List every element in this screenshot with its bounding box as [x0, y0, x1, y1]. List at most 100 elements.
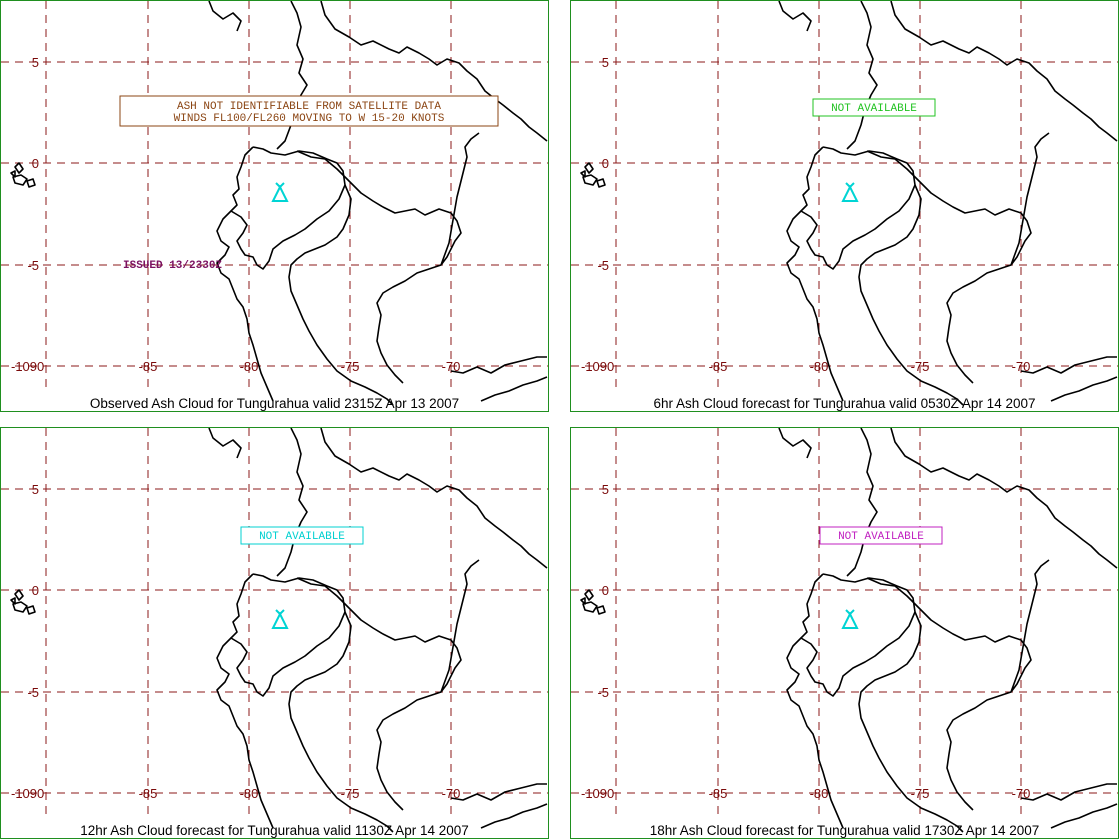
coastline-segment-8: [450, 783, 547, 801]
volcano-plume: [845, 182, 855, 189]
lat-tick-label: -5: [27, 258, 39, 273]
coastline-segment-5: [786, 637, 844, 829]
coastline-segment-11: [12, 601, 28, 613]
tick-labels: 5 0 -5 -1090 -85 -80 -75 -70: [581, 55, 1030, 374]
lon-tick-label: -75: [341, 359, 360, 374]
not-available-box: NOT AVAILABLE: [812, 98, 936, 117]
lat-tick-label: 0: [602, 156, 609, 171]
ash-note-line: WINDS FL100/FL260 MOVING TO W 15-20 KNOT…: [174, 113, 445, 125]
volcano-triangle: [841, 184, 859, 202]
coastline-segment-5: [216, 210, 274, 402]
volcano-triangle-icon: [841, 182, 859, 202]
coastline-segment-7: [946, 264, 1012, 384]
coastline-segment-7: [376, 691, 442, 811]
coastline-segment-12: [596, 178, 606, 188]
lat-tick-label: 5: [32, 482, 39, 497]
coastline-segment-10: [584, 162, 594, 174]
lat-tick-label: 5: [602, 482, 609, 497]
coastline-segment-6: [288, 184, 394, 406]
coastline-segment-9: [480, 803, 548, 829]
tick-labels: 5 0 -5 -1090 -85 -80 -75 -70: [581, 482, 1030, 801]
caption-observed: Observed Ash Cloud for Tungurahua valid …: [89, 396, 460, 411]
corner-tick-label: -1090: [11, 359, 44, 374]
coastline-segment-2: [320, 1, 548, 142]
coastline-segment-8: [1020, 783, 1117, 801]
map-6hr: 5 0 -5 -1090 -85 -80 -75 -70 NOT AVAILABLE: [571, 1, 1118, 406]
map-12hr: 5 0 -5 -1090 -85 -80 -75 -70 NOT AVAILABLE: [1, 428, 548, 833]
caption-12hr: 12hr Ash Cloud forecast for Tungurahua v…: [80, 823, 469, 838]
coastline-segment-12: [596, 605, 606, 615]
lon-tick-label: -70: [442, 786, 461, 801]
lon-tick-label: -85: [709, 786, 728, 801]
ash-note-frame: [119, 95, 499, 127]
coastline-segment-9: [1050, 376, 1118, 402]
caption-18hr: 18hr Ash Cloud forecast for Tungurahua v…: [649, 823, 1040, 838]
lon-tick-label: -70: [1012, 359, 1031, 374]
coastline: [10, 1, 548, 406]
map-observed: 5 0 -5 -1090 -85 -80 -75 -70 ASH NOT IDENTIFIAB…: [1, 1, 548, 406]
ash-note-line: ASH NOT IDENTIFIABLE FROM SATELLITE DATA: [177, 101, 441, 113]
not-available-text: NOT AVAILABLE: [838, 531, 924, 543]
coastline-segment-6: [858, 611, 964, 833]
lon-tick-label: -75: [911, 786, 930, 801]
coastline-segment-5: [216, 637, 274, 829]
coastline-segment-0: [208, 1, 242, 32]
not-available-frame: [812, 98, 936, 117]
coastline: [580, 1, 1118, 406]
coastline-segment-5: [786, 210, 844, 402]
coastline-segment-12: [26, 605, 36, 615]
not-available-box: NOT AVAILABLE: [240, 526, 364, 545]
lat-tick-label: 5: [32, 55, 39, 70]
coastline-segment-4: [800, 573, 916, 697]
volcano-triangle-icon: [841, 609, 859, 629]
lon-tick-label: -80: [810, 359, 829, 374]
coastline-segment-0: [208, 428, 242, 459]
coastline-segment-10: [584, 589, 594, 601]
panel-6hr: 5 0 -5 -1090 -85 -80 -75 -70 NOT AVAILABLE 6hr …: [570, 0, 1119, 412]
volcano-triangle: [271, 184, 289, 202]
not-available-text: NOT AVAILABLE: [259, 531, 345, 543]
coastline-segment-12: [26, 178, 36, 188]
coastline-segment-9: [1050, 803, 1118, 829]
corner-tick-label: -1090: [11, 786, 44, 801]
coastline-segment-9: [480, 376, 548, 402]
coastline-segment-1: [846, 428, 878, 577]
grid-lines: [1, 1, 548, 389]
coastline-segment-7: [376, 264, 442, 384]
volcano-plume: [275, 609, 285, 616]
coastline-segment-13: [10, 170, 16, 178]
coastline-segment-0: [778, 428, 812, 459]
lon-tick-label: -85: [709, 359, 728, 374]
lon-tick-label: -80: [240, 786, 259, 801]
coastline-segment-2: [890, 1, 1118, 142]
coastline-segment-1: [276, 1, 308, 150]
coastline-segment-6: [288, 611, 394, 833]
coastline-segment-3: [296, 559, 480, 693]
not-available-frame: [240, 526, 364, 545]
coastline-segment-3: [296, 132, 480, 266]
coastline-segment-2: [320, 428, 548, 569]
coastline-segment-7: [946, 691, 1012, 811]
tick-labels: 5 0 -5 -1090 -85 -80 -75 -70: [11, 482, 460, 801]
lat-tick-label: 0: [32, 156, 39, 171]
lon-tick-label: -75: [911, 359, 930, 374]
lon-tick-label: -70: [442, 359, 461, 374]
panel-observed: 5 0 -5 -1090 -85 -80 -75 -70 ASH NOT IDENTIFIAB…: [0, 0, 549, 412]
coastline-segment-10: [14, 589, 24, 601]
coastline-segment-4: [230, 146, 346, 270]
volcano-plume: [275, 182, 285, 189]
coastline-segment-10: [14, 162, 24, 174]
volcano-triangle-icon: [271, 182, 289, 202]
coastline-segment-13: [580, 170, 586, 178]
map-18hr: 5 0 -5 -1090 -85 -80 -75 -70 NOT AVAILABLE: [571, 428, 1118, 833]
coastline-segment-3: [866, 559, 1050, 693]
grid-lines: [1, 428, 548, 816]
lat-tick-label: 0: [32, 583, 39, 598]
lat-tick-label: 5: [602, 55, 609, 70]
coastline-segment-1: [276, 428, 308, 577]
not-available-text: NOT AVAILABLE: [831, 103, 917, 115]
lat-tick-label: -5: [27, 685, 39, 700]
coastline-segment-0: [778, 1, 812, 32]
not-available-frame: [819, 526, 943, 545]
volcano-triangle-icon: [271, 609, 289, 629]
